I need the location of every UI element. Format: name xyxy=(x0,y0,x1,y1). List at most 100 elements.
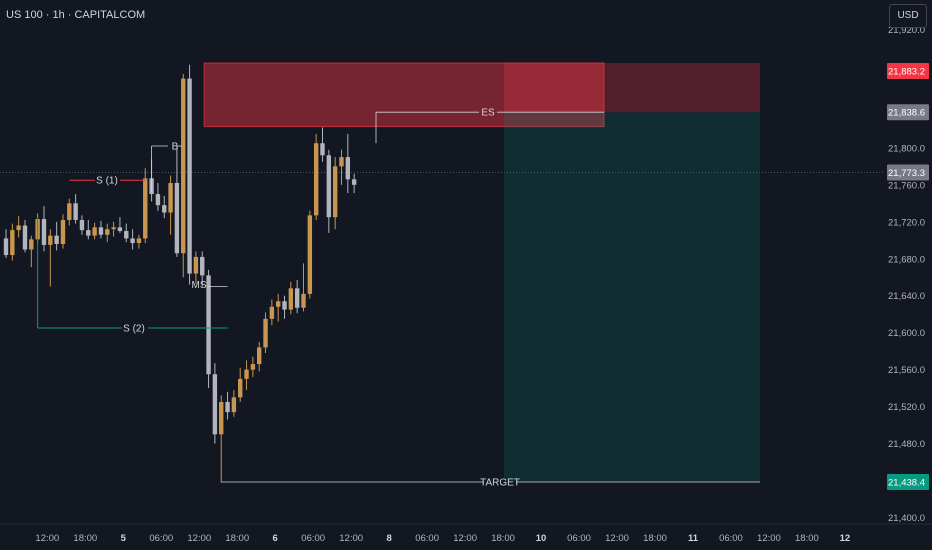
candle xyxy=(187,64,192,285)
candle xyxy=(313,134,319,220)
price-label: 21,838.6 xyxy=(888,108,925,119)
candle-body xyxy=(105,229,110,235)
candle-body xyxy=(320,143,325,156)
candle-body xyxy=(326,155,332,218)
candle-body xyxy=(225,401,230,413)
candle-body xyxy=(313,143,319,216)
candle xyxy=(244,360,249,390)
candle xyxy=(238,367,243,402)
s1-label: S (1) xyxy=(96,176,118,187)
time-tick-label: 18:00 xyxy=(225,533,249,544)
candle xyxy=(111,221,116,237)
candle-body xyxy=(117,227,123,232)
time-tick-label: 12 xyxy=(840,533,851,544)
candle-body xyxy=(238,378,243,398)
time-tick-label: 06:00 xyxy=(415,533,439,544)
candle xyxy=(48,229,53,287)
candle-body xyxy=(10,230,15,256)
time-tick-label: 18:00 xyxy=(491,533,515,544)
price-tick-label: 21,480.0 xyxy=(888,439,925,450)
target-label: TARGET xyxy=(480,478,520,489)
candle xyxy=(345,134,351,194)
candle-body xyxy=(219,401,224,435)
candle-body xyxy=(79,219,85,231)
candle xyxy=(193,251,199,284)
candle xyxy=(130,229,135,250)
candle-body xyxy=(282,301,287,310)
candle xyxy=(294,280,300,314)
candlestick-series xyxy=(3,64,357,483)
candle-body xyxy=(67,203,72,220)
candle xyxy=(269,299,275,326)
candle-body xyxy=(275,301,281,307)
candle-body xyxy=(244,369,249,379)
candle-body xyxy=(288,288,294,310)
candle xyxy=(257,341,262,372)
time-tick-label: 10 xyxy=(536,533,547,544)
candle-body xyxy=(48,235,53,245)
candle-body xyxy=(162,205,167,213)
price-tick-label: 21,680.0 xyxy=(888,254,925,265)
candle xyxy=(339,149,344,185)
currency-button[interactable]: USD xyxy=(889,4,927,28)
chart-title: US 100 · 1h · CAPITALCOM xyxy=(6,9,146,21)
candle-body xyxy=(181,78,186,254)
candle xyxy=(206,269,211,389)
time-tick-label: 8 xyxy=(386,533,391,544)
candle-body xyxy=(301,293,306,308)
candle-body xyxy=(345,157,351,180)
candle-body xyxy=(231,397,237,413)
candle-body xyxy=(73,203,78,220)
candle xyxy=(3,229,9,258)
candle xyxy=(117,217,123,233)
candle-body xyxy=(130,238,135,244)
candle-body xyxy=(3,238,9,256)
price-axis-bg xyxy=(884,0,932,550)
time-tick-label: 11 xyxy=(688,533,699,544)
price-tick-label: 21,800.0 xyxy=(888,143,925,154)
price-label: 21,438.4 xyxy=(888,478,925,489)
candle xyxy=(155,182,161,211)
candle xyxy=(275,293,281,322)
price-tick-label: 21,400.0 xyxy=(888,513,925,524)
candle xyxy=(250,356,256,378)
candle-body xyxy=(54,235,59,244)
time-tick-label: 12:00 xyxy=(605,533,629,544)
candle-body xyxy=(294,288,300,308)
candle xyxy=(288,281,294,315)
price-label-box xyxy=(887,474,929,490)
supply-zone xyxy=(203,62,605,128)
candle-body xyxy=(168,182,173,213)
candle xyxy=(136,234,142,249)
candle xyxy=(225,391,230,420)
candle xyxy=(10,223,15,261)
candle xyxy=(332,157,338,230)
price-label-box xyxy=(887,63,929,79)
candle-body xyxy=(16,225,21,231)
time-tick-label: 6 xyxy=(273,533,278,544)
candle xyxy=(124,223,129,243)
candle-body xyxy=(155,194,161,206)
candle-body xyxy=(41,219,47,245)
price-tick-label: 21,520.0 xyxy=(888,402,925,413)
candle-body xyxy=(269,306,275,319)
time-tick-label: 06:00 xyxy=(567,533,591,544)
candle xyxy=(143,168,148,244)
candle xyxy=(200,251,205,287)
candle xyxy=(320,127,325,162)
candle-body xyxy=(60,219,66,244)
candle xyxy=(60,214,66,249)
candle xyxy=(307,210,313,299)
time-tick-label: 12:00 xyxy=(339,533,363,544)
candle xyxy=(29,235,34,268)
candle-body xyxy=(257,347,262,365)
time-axis[interactable]: 12:00 18:00 5 06:00 12:00 18:00 6 06:00 12:00 8 06… xyxy=(0,523,932,544)
candle xyxy=(79,215,85,235)
time-tick-label: 18:00 xyxy=(73,533,97,544)
price-axis[interactable]: 21,800.0 21,760.0 21,720.0 21,680.0 21,640.0… xyxy=(884,0,932,550)
candle-body xyxy=(136,238,142,244)
candle-body xyxy=(187,78,192,274)
candle-body xyxy=(143,178,148,239)
candle-body xyxy=(193,256,199,274)
